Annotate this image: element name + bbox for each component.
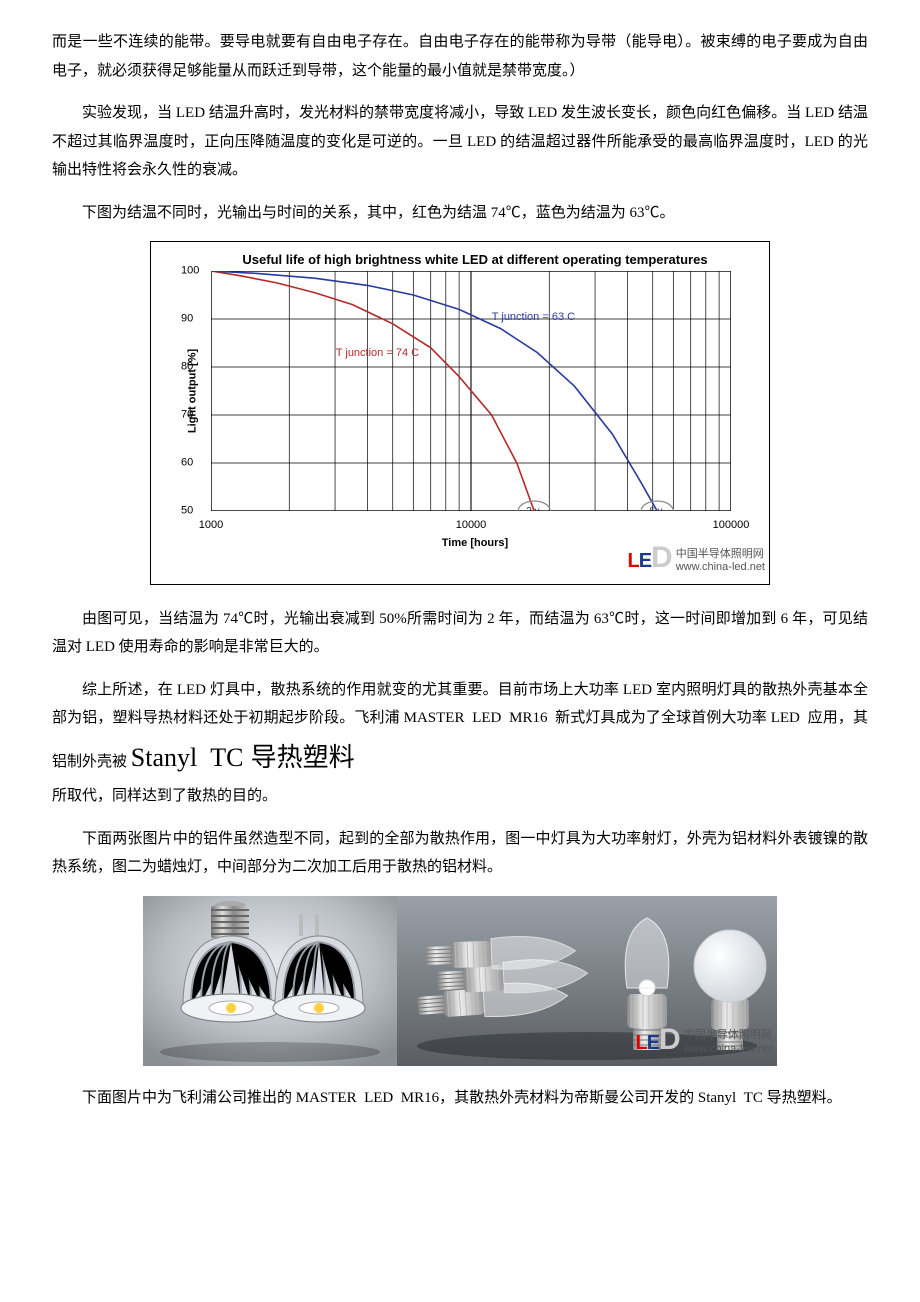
chart-x-tick: 10000 [456, 515, 487, 536]
thermal-plastic-label: 导热塑料 [243, 742, 354, 772]
paragraph-3: 下图为结温不同时，光输出与时间的关系，其中，红色为结温 74℃，蓝色为结温为 6… [52, 199, 868, 228]
chart-y-tick: 60 [181, 452, 193, 473]
photo-row: LED 中国半导体照明网www.china-led.net [52, 896, 868, 1066]
svg-text:6 y: 6 y [649, 506, 662, 511]
chart-series-label: T junction = 74 C [336, 343, 419, 364]
chart-y-tick: 100 [181, 260, 199, 281]
chart-plot-area: Light output [%] 2 y6 y 5060708090100100… [211, 271, 731, 511]
watermark-logo: LED [627, 542, 671, 580]
paragraph-6: 下面两张图片中的铝件虽然造型不同，起到的全部为散热作用，图一中灯具为大功率射灯，… [52, 825, 868, 882]
paragraph-4: 由图可见，当结温为 74℃时，光输出衰减到 50%所需时间为 2 年，而结温为 … [52, 605, 868, 662]
chart-series-label: T junction = 63 C [492, 307, 575, 328]
chart-x-tick: 100000 [713, 515, 750, 536]
chart-y-tick: 80 [181, 356, 193, 377]
chart-y-tick: 90 [181, 308, 193, 329]
chart-title: Useful life of high brightness white LED… [191, 246, 759, 271]
chart-watermark: LED 中国半导体照明网www.china-led.net [627, 542, 765, 580]
paragraph-7: 下面图片中为飞利浦公司推出的 MASTER LED MR16，其散热外壳材料为帝… [52, 1084, 868, 1113]
paragraph-2: 实验发现，当 LED 结温升高时，发光材料的禁带宽度将减小，导致 LED 发生波… [52, 99, 868, 185]
svg-text:2 y: 2 y [526, 506, 539, 511]
chart-y-tick: 70 [181, 404, 193, 425]
chart-svg: 2 y 6 y [211, 271, 731, 511]
stanyl-tc-brand: Stanyl TC [131, 743, 244, 772]
chart-y-tick: 50 [181, 500, 193, 521]
watermark-text: 中国半导体照明网www.china-led.net [676, 548, 765, 574]
photo-candle-lamps: LED 中国半导体照明网www.china-led.net [397, 896, 777, 1066]
photo-spotlight [143, 896, 397, 1066]
paragraph-1: 而是一些不连续的能带。要导电就要有自由电子存在。自由电子存在的能带称为导带（能导… [52, 28, 868, 85]
paragraph-5-tail: 所取代，同样达到了散热的目的。 [52, 782, 868, 811]
paragraph-5: 综上所述，在 LED 灯具中，散热系统的作用就变的尤其重要。目前市场上大功率 L… [52, 676, 868, 811]
chart-x-tick: 1000 [199, 515, 223, 536]
chart-container: Useful life of high brightness white LED… [52, 241, 868, 585]
chart-box: Useful life of high brightness white LED… [150, 241, 770, 585]
photo-watermark: LED 中国半导体照明网www.china-led.net [635, 1024, 773, 1062]
